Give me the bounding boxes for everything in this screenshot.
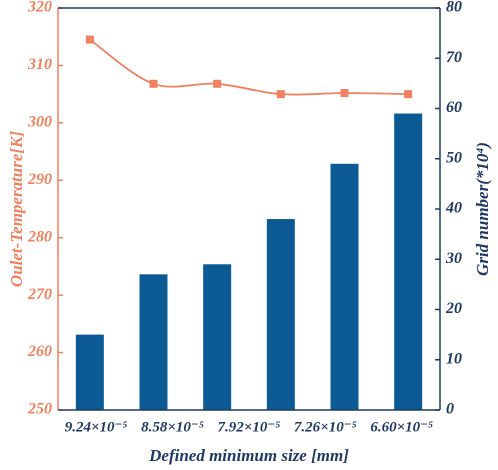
bar xyxy=(139,274,168,410)
y2-tick-label: 30 xyxy=(445,250,462,267)
y-axis-label: Oulet-Temperature[K] xyxy=(7,131,26,287)
bar xyxy=(330,163,359,410)
y-tick-label: 250 xyxy=(27,401,52,418)
y2-tick-label: 0 xyxy=(446,401,454,418)
line xyxy=(89,38,409,96)
y2-tick-label: 40 xyxy=(445,200,462,217)
y-tick-label: 300 xyxy=(27,114,52,131)
y2-tick-label: 10 xyxy=(446,350,462,367)
y-tick-label: 260 xyxy=(27,343,52,360)
bar xyxy=(75,334,104,410)
marker xyxy=(340,88,349,97)
bar xyxy=(203,264,232,410)
marker xyxy=(404,90,413,99)
y-tick-label: 290 xyxy=(27,171,52,188)
x-tick-label: 6.60×10⁻⁵ xyxy=(370,419,433,435)
x-tick-label: 7.92×10⁻⁵ xyxy=(218,419,281,435)
y2-tick-label: 80 xyxy=(446,0,462,16)
y2-tick-label: 60 xyxy=(446,99,462,116)
x-axis-label: Defined minimum size [mm] xyxy=(148,446,349,465)
y2-axis-label: Grid number(*10⁴) xyxy=(473,142,492,276)
marker xyxy=(149,79,158,88)
marker xyxy=(213,79,222,88)
y2-tick-label: 70 xyxy=(446,49,462,66)
bar xyxy=(394,113,423,411)
y-tick-label: 280 xyxy=(27,228,52,245)
x-tick-label: 8.58×10⁻⁵ xyxy=(141,419,204,435)
y-tick-label: 320 xyxy=(27,0,52,16)
bar xyxy=(266,219,295,410)
y-tick-label: 270 xyxy=(27,286,52,303)
y-tick-label: 310 xyxy=(27,56,52,73)
marker xyxy=(85,35,94,44)
marker xyxy=(276,90,285,99)
y2-tick-label: 50 xyxy=(446,149,462,166)
x-tick-label: 7.26×10⁻⁵ xyxy=(294,419,357,435)
x-tick-label: 9.24×10⁻⁵ xyxy=(65,419,128,435)
y2-tick-label: 20 xyxy=(445,300,462,317)
